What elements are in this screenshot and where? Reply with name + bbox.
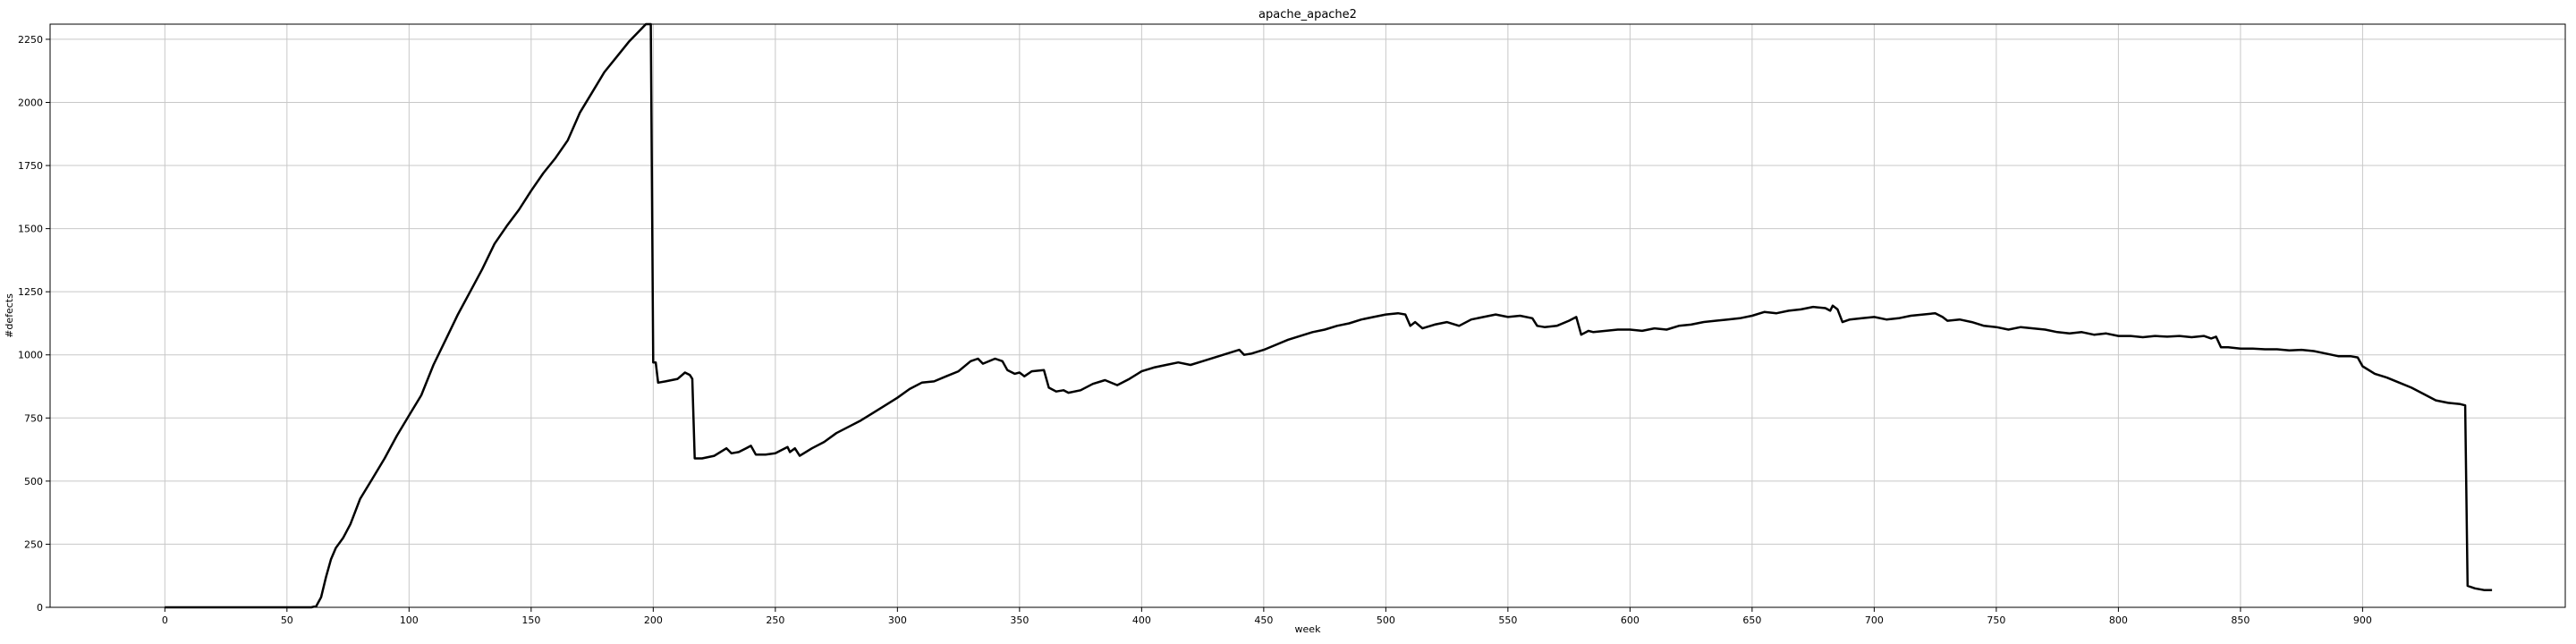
x-tick-label: 900 (2353, 614, 2372, 626)
x-tick-label: 50 (281, 614, 293, 626)
chart-title: apache_apache2 (1258, 8, 1357, 21)
y-tick-label: 2250 (18, 34, 43, 46)
x-axis: 0 50 100 150 200 250 300 350 400 450 500 550 600 650 7… (162, 607, 2372, 626)
y-tick-label: 750 (24, 412, 43, 424)
y-axis: 0 250 500 750 1000 1250 1500 1750 2000 2250 (18, 34, 50, 614)
x-tick-label: 700 (1865, 614, 1884, 626)
x-tick-label: 800 (2109, 614, 2128, 626)
x-tick-label: 0 (162, 614, 168, 626)
y-tick-label: 250 (24, 538, 43, 550)
grid (50, 24, 2565, 608)
y-tick-label: 0 (37, 602, 43, 614)
x-tick-label: 450 (1254, 614, 1273, 626)
series-line (165, 22, 2493, 609)
x-tick-label: 300 (888, 614, 907, 626)
plot-area (49, 23, 2566, 608)
x-tick-label: 400 (1132, 614, 1151, 626)
x-axis-label: week (1295, 623, 1322, 635)
y-axis-label: #defects (4, 293, 15, 338)
x-tick-label: 650 (1742, 614, 1761, 626)
y-tick-label: 1000 (18, 350, 43, 361)
y-tick-label: 1500 (18, 224, 43, 235)
x-tick-label: 150 (521, 614, 540, 626)
y-tick-label: 2000 (18, 97, 43, 108)
y-tick-label: 1750 (18, 160, 43, 172)
x-tick-label: 200 (644, 614, 663, 626)
y-tick-label: 500 (24, 476, 43, 487)
x-tick-label: 500 (1377, 614, 1395, 626)
x-tick-label: 350 (1010, 614, 1029, 626)
x-tick-label: 250 (766, 614, 784, 626)
x-tick-label: 100 (400, 614, 419, 626)
y-tick-label: 1250 (18, 286, 43, 298)
x-tick-label: 550 (1498, 614, 1517, 626)
x-tick-label: 850 (2231, 614, 2250, 626)
x-tick-label: 750 (1987, 614, 2005, 626)
x-tick-label: 600 (1621, 614, 1640, 626)
